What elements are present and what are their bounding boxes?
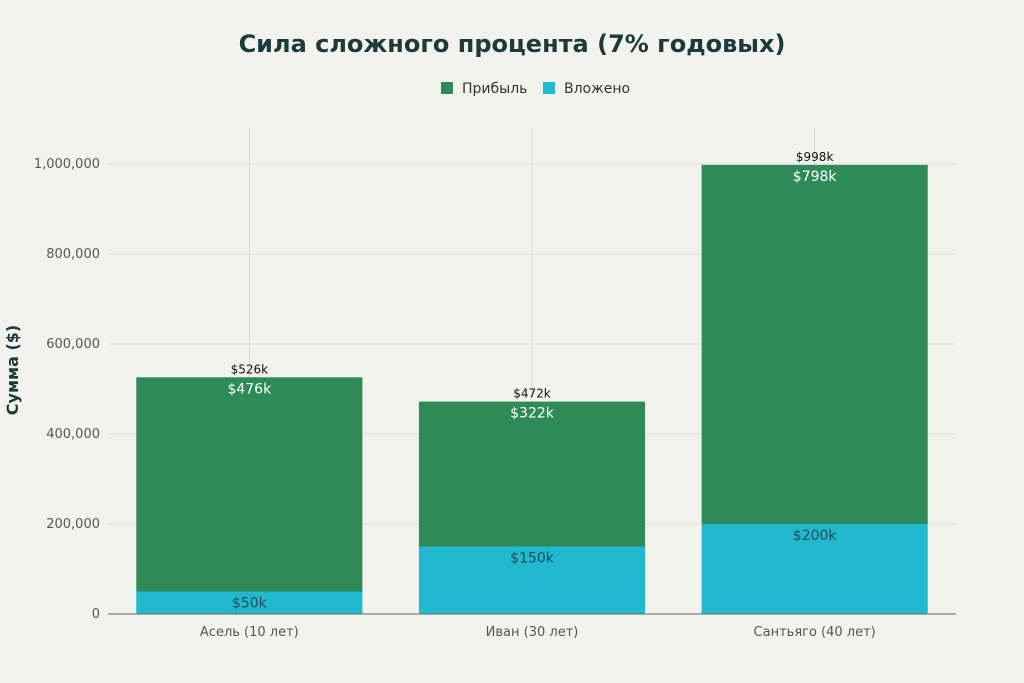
y-tick-label: 1,000,000 [34, 157, 100, 172]
legend: Прибыль Вложено [441, 81, 630, 97]
bar-segment-invested [701, 524, 928, 614]
x-tick-label: Сантьяго (40 лет) [754, 625, 876, 640]
axes: 0 200,000 400,000 600,000 800,000 1,000,000 Ас… [34, 157, 956, 640]
bar-total-label: $526k [231, 362, 269, 376]
y-tick-label: 800,000 [46, 247, 100, 262]
legend-swatch [441, 82, 453, 94]
bar-segment-profit [418, 401, 646, 547]
bar-label-invested: $50k [232, 596, 268, 612]
x-tick-label: Иван (30 лет) [486, 625, 579, 640]
legend-label: Вложено [564, 81, 630, 97]
chart-title: Сила сложного процента (7% годовых) [239, 30, 786, 58]
data-labels: $50k $476k $526k $150k $322k $472k $200k $798k $… [227, 150, 837, 612]
legend-label: Прибыль [462, 81, 527, 97]
bar-label-invested: $200k [793, 528, 838, 544]
bar-label-profit: $476k [227, 381, 272, 397]
bar-total-label: $472k [513, 387, 551, 401]
bars [136, 164, 928, 614]
bar-segment-profit [701, 164, 928, 524]
bar-segment-profit [136, 377, 363, 592]
bar-segment-invested [418, 546, 646, 614]
bar-segment-invested [136, 591, 363, 614]
y-axis-label: Сумма ($) [3, 325, 22, 415]
y-tick-label: 600,000 [46, 337, 100, 352]
bar-label-profit: $798k [793, 169, 838, 185]
bar-total-label: $998k [796, 150, 834, 164]
y-tick-label: 0 [92, 607, 100, 622]
y-tick-label: 400,000 [46, 427, 100, 442]
bar-label-profit: $322k [510, 406, 555, 422]
legend-swatch [543, 82, 555, 94]
y-tick-label: 200,000 [46, 517, 100, 532]
bar-label-invested: $150k [510, 551, 555, 567]
x-tick-label: Асель (10 лет) [200, 625, 299, 640]
